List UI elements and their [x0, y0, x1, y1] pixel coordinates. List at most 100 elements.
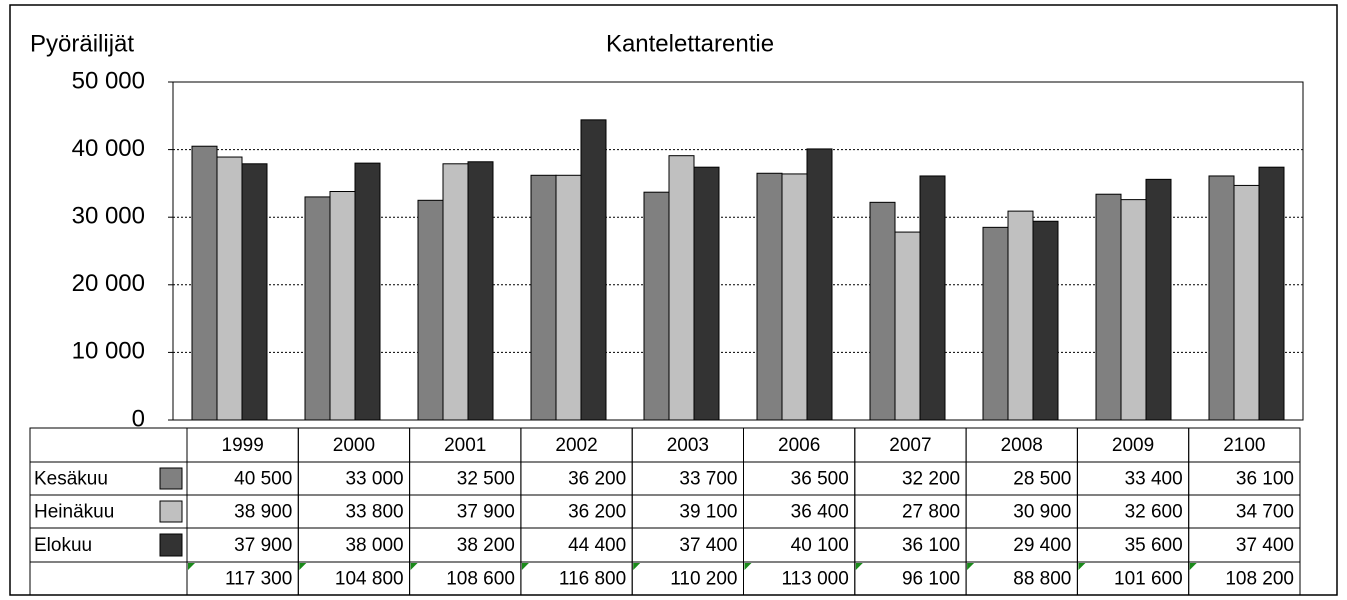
- table-value: 36 400: [791, 502, 849, 523]
- table-total: 110 200: [670, 569, 737, 590]
- y-tick-label: 0: [132, 405, 145, 432]
- cell-marker: [521, 563, 529, 570]
- table-value: 37 400: [679, 535, 737, 556]
- bar: [467, 161, 494, 421]
- bar: [693, 166, 720, 421]
- x-tick-label: 1999: [222, 435, 264, 456]
- bar: [1258, 166, 1285, 421]
- cell-marker: [1189, 563, 1197, 570]
- table-total: 113 000: [782, 569, 849, 590]
- bar: [329, 191, 356, 421]
- cell-marker: [633, 563, 641, 570]
- bar: [580, 119, 607, 421]
- y-tick-label: 30 000: [72, 203, 145, 230]
- chart-title: Kantelettarentie: [606, 30, 774, 57]
- cell-marker: [410, 563, 418, 570]
- table-total: 108 600: [446, 569, 515, 590]
- legend-swatch: [159, 533, 183, 557]
- bar: [304, 196, 331, 421]
- legend-label: Heinäkuu: [34, 502, 114, 523]
- table-value: 36 200: [568, 502, 626, 523]
- bar: [806, 148, 833, 421]
- y-tick-label: 20 000: [72, 270, 145, 297]
- bar: [442, 163, 469, 421]
- table-total: 116 800: [559, 569, 626, 590]
- bar: [216, 156, 243, 421]
- table-value: 38 200: [457, 535, 515, 556]
- bar: [417, 199, 444, 421]
- x-tick-label: 2006: [778, 435, 820, 456]
- y-tick-label: 40 000: [72, 135, 145, 162]
- table-value: 27 800: [902, 502, 960, 523]
- table-value: 36 500: [791, 469, 849, 490]
- table-value: 32 600: [1125, 502, 1183, 523]
- table-value: 33 400: [1125, 469, 1183, 490]
- legend-swatch: [159, 467, 183, 490]
- table-value: 32 200: [902, 469, 960, 490]
- bar: [1032, 220, 1059, 421]
- table-value: 38 000: [345, 535, 403, 556]
- total-cell: [1188, 561, 1301, 596]
- x-tick-label: 2007: [889, 435, 931, 456]
- x-tick-label: 2000: [333, 435, 375, 456]
- bar: [241, 163, 268, 421]
- bar: [1007, 210, 1034, 421]
- cell-marker: [744, 563, 752, 570]
- x-tick-label: 2100: [1223, 435, 1265, 456]
- table-value: 37 900: [457, 502, 515, 523]
- x-tick-label: 2003: [667, 435, 709, 456]
- y-tick-label: 10 000: [72, 338, 145, 365]
- table-value: 33 000: [345, 469, 403, 490]
- bar: [530, 174, 557, 421]
- bar: [643, 191, 670, 421]
- table-value: 40 500: [234, 469, 292, 490]
- table-value: 33 700: [679, 469, 737, 490]
- table-value: 36 100: [902, 535, 960, 556]
- x-tick-label: 2009: [1112, 435, 1154, 456]
- bar: [982, 226, 1009, 421]
- table-value: 35 600: [1125, 535, 1183, 556]
- table-value: 37 400: [1236, 535, 1294, 556]
- bar: [1233, 184, 1260, 421]
- table-total: 88 800: [1013, 569, 1071, 590]
- cell-marker: [967, 563, 975, 570]
- table-value: 39 100: [679, 502, 737, 523]
- bar: [1208, 175, 1235, 421]
- x-tick-label: 2001: [444, 435, 486, 456]
- bar: [1120, 199, 1147, 421]
- table-value: 40 100: [791, 535, 849, 556]
- bar: [1095, 193, 1122, 421]
- bar: [756, 172, 783, 421]
- table-value: 36 100: [1236, 469, 1294, 490]
- table-total: 104 800: [335, 569, 404, 590]
- bar: [919, 175, 946, 421]
- cell-marker: [1078, 563, 1086, 570]
- x-tick-label: 2008: [1001, 435, 1043, 456]
- legend-label: Kesäkuu: [34, 469, 108, 490]
- bar: [894, 231, 921, 421]
- legend-label: Elokuu: [34, 535, 92, 556]
- table-total: 117 300: [225, 569, 292, 590]
- y-tick-label: 50 000: [72, 67, 145, 94]
- table-total: 101 600: [1114, 569, 1183, 590]
- bar: [781, 173, 808, 421]
- legend-swatch: [159, 500, 183, 523]
- table-value: 30 900: [1013, 502, 1071, 523]
- bar: [1145, 178, 1172, 421]
- y-axis-label: Pyöräilijät: [30, 30, 134, 57]
- table-value: 29 400: [1013, 535, 1071, 556]
- bar: [191, 145, 218, 421]
- cell-marker: [188, 563, 195, 570]
- table-value: 34 700: [1236, 502, 1294, 523]
- bar: [668, 155, 695, 421]
- bar: [555, 174, 582, 421]
- table-value: 33 800: [345, 502, 403, 523]
- table-total: 108 200: [1225, 569, 1294, 590]
- x-tick-label: 2002: [555, 435, 597, 456]
- cell-marker: [299, 563, 307, 570]
- cell-marker: [855, 563, 863, 570]
- table-value: 38 900: [234, 502, 292, 523]
- table-total: 96 100: [902, 569, 960, 590]
- table-value: 36 200: [568, 469, 626, 490]
